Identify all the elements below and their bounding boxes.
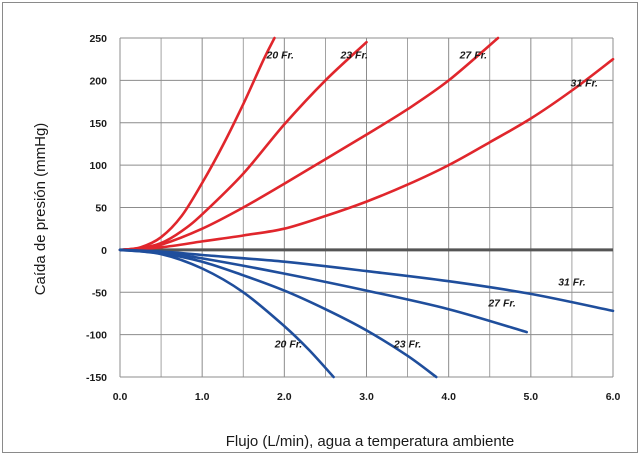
series-label: 20 Fr. [266, 49, 295, 61]
y-tick-label: 0 [101, 245, 107, 257]
series-label: 23 Fr. [393, 338, 422, 350]
series-label: 31 Fr. [558, 276, 586, 288]
y-axis-title: Caída de presión (mmHg) [32, 123, 49, 296]
y-tick-label: -150 [86, 372, 107, 384]
x-axis-title: Flujo (L/min), agua a temperatura ambien… [226, 433, 514, 450]
y-tick-label: 200 [89, 75, 107, 87]
chart-frame [2, 2, 638, 453]
x-tick-label: 3.0 [359, 391, 374, 403]
y-tick-label: 50 [95, 203, 107, 215]
x-tick-label: 5.0 [524, 391, 539, 403]
series-label: 23 Fr. [339, 49, 368, 61]
y-tick-label: 150 [89, 118, 107, 130]
series-line-positive-27fr [118, 36, 500, 252]
y-tick-label: 100 [89, 160, 107, 172]
y-tick-label: 250 [89, 33, 107, 45]
series-lines [118, 36, 615, 379]
series-label: 27 Fr. [459, 49, 488, 61]
series-line-positive-20fr [118, 36, 276, 252]
x-tick-label: 1.0 [195, 391, 210, 403]
y-tick-label: -100 [86, 330, 107, 342]
series-label: 27 Fr. [487, 298, 516, 310]
y-tick-label: -50 [92, 287, 107, 299]
series-line-negative-27fr [118, 248, 528, 334]
x-axis-ticks: 0.0 1.0 2.0 3.0 4.0 5.0 6.0 [113, 391, 621, 403]
series-line-negative-23fr [118, 248, 438, 379]
x-tick-label: 0.0 [113, 391, 128, 403]
series-line-positive-31fr [118, 57, 615, 252]
series-label: 31 Fr. [571, 77, 599, 89]
series-line-negative-31fr [118, 248, 615, 313]
x-tick-label: 6.0 [606, 391, 621, 403]
x-tick-label: 2.0 [277, 391, 292, 403]
y-axis-ticks: -150 -100 -50 0 50 100 150 200 250 [86, 33, 107, 384]
grid [119, 37, 614, 378]
x-tick-label: 4.0 [441, 391, 456, 403]
series-labels: 20 Fr. 23 Fr. 27 Fr. 31 Fr. 20 Fr. 23 Fr. 27 F… [266, 49, 599, 350]
series-label: 20 Fr. [274, 338, 303, 350]
